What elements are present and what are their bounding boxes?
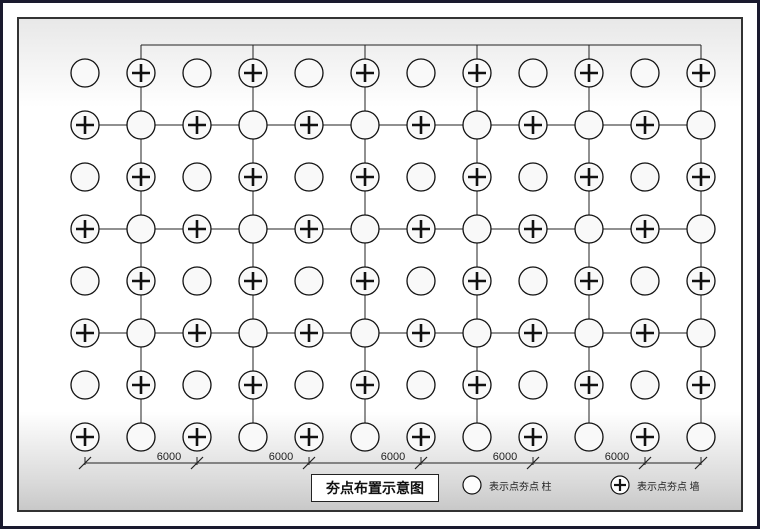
svg-text:6000: 6000 — [381, 451, 405, 463]
legend-2-label: 表示点夯点 墙 — [637, 478, 700, 493]
diagram-title: 夯点布置示意图 — [311, 474, 439, 502]
legend-1-label: 表示点夯点 柱 — [489, 478, 552, 493]
legend-item-2: 表示点夯点 墙 — [609, 474, 700, 496]
outer-frame: 6000 6000 6000 6000 6000 夯点布置示意图 表示点夯点 柱 表示点… — [0, 0, 760, 529]
layout-diagram: 6000 6000 6000 6000 6000 — [19, 19, 741, 510]
circle-icon — [461, 474, 483, 496]
svg-text:6000: 6000 — [269, 451, 293, 463]
svg-text:6000: 6000 — [157, 451, 181, 463]
diagram-title-text: 夯点布置示意图 — [326, 482, 424, 497]
legend-item-1: 表示点夯点 柱 — [461, 474, 552, 496]
svg-text:6000: 6000 — [493, 451, 517, 463]
circle-plus-icon — [609, 474, 631, 496]
inner-frame: 6000 6000 6000 6000 6000 夯点布置示意图 表示点夯点 柱 表示点… — [17, 17, 743, 512]
svg-text:6000: 6000 — [605, 451, 629, 463]
